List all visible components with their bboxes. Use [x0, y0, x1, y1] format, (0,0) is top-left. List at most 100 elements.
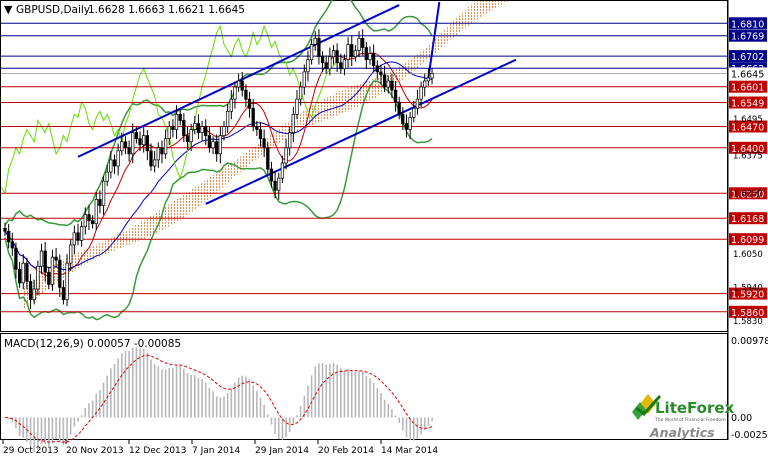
level-label-bg-12	[729, 287, 767, 300]
candle-body	[236, 80, 241, 88]
candle-body	[72, 232, 76, 246]
logo-mark-icon	[632, 394, 662, 420]
candle-body	[207, 135, 212, 149]
candle-body	[371, 53, 376, 67]
candle-body	[36, 265, 40, 290]
x-tick-0: 29 Oct 2013	[3, 446, 59, 456]
candle-body	[28, 281, 33, 300]
candle-body	[94, 199, 98, 225]
level-label-bg-8	[729, 141, 767, 154]
level-label-bg-9	[729, 187, 767, 200]
candle-body	[375, 65, 379, 73]
candle-body	[408, 117, 412, 130]
level-label-bg-0	[729, 17, 767, 30]
x-tick-3: 7 Jan 2014	[192, 446, 240, 456]
candle-body	[50, 256, 55, 285]
candle-body	[331, 50, 336, 58]
candle-body	[277, 177, 281, 191]
candle-body	[112, 159, 117, 167]
candle-body	[47, 271, 51, 285]
candle-body	[123, 141, 128, 149]
level-label-bg-5	[729, 80, 767, 93]
macd-scale-zero: 0.00	[731, 413, 752, 424]
candle-body	[98, 199, 102, 206]
candle-body	[288, 132, 292, 149]
candle-body	[291, 114, 295, 133]
candle-body	[393, 89, 398, 103]
candle-body	[167, 126, 171, 139]
candle-body	[43, 250, 47, 273]
candle-body	[233, 86, 237, 100]
candle-body	[397, 101, 401, 115]
candle-body	[127, 147, 131, 155]
candle-body	[229, 98, 233, 112]
candle-body	[430, 73, 434, 79]
candle-body	[83, 214, 87, 228]
candle-body	[25, 262, 29, 282]
logo-subtitle: Analytics	[649, 425, 715, 440]
candle-body	[39, 250, 44, 267]
candle-body	[247, 98, 252, 109]
candle-body	[3, 227, 7, 232]
candle-body	[142, 135, 146, 146]
x-tick-4: 29 Jan 2014	[255, 446, 309, 456]
level-label-bg-4	[729, 67, 767, 80]
candle-body	[174, 114, 179, 130]
level-label-bg-10	[729, 212, 767, 225]
kumo-area	[23, 1, 509, 311]
candle-body	[204, 126, 208, 136]
candle-body	[14, 247, 18, 270]
candle-body	[149, 150, 153, 167]
candle-body	[426, 77, 431, 82]
tenkan-line	[4, 52, 433, 278]
candle-body	[298, 86, 303, 100]
candle-body	[295, 98, 299, 115]
channel-lower-line	[205, 58, 517, 205]
candle-body	[222, 126, 226, 136]
candle-body	[404, 123, 409, 130]
level-label-13: 1.5860	[731, 308, 764, 319]
candle-body	[258, 129, 263, 140]
horizontal-levels	[1, 22, 727, 313]
level-label-bg-2	[729, 50, 767, 63]
candle-body	[346, 44, 350, 61]
candle-body	[120, 141, 124, 152]
candle-body	[412, 107, 416, 118]
candle-body	[65, 262, 69, 300]
candle-body	[105, 171, 109, 182]
level-label-1: 1.6769	[731, 32, 764, 43]
candle-body	[419, 86, 423, 100]
candle-body	[134, 132, 139, 140]
candle-body	[58, 259, 62, 288]
y-tick-2: 1.6250	[733, 189, 763, 199]
candle-body	[131, 132, 135, 155]
candle-body	[109, 159, 113, 173]
candle-body	[353, 50, 358, 58]
level-label-8: 1.6400	[731, 144, 764, 155]
level-label-bg-11	[729, 233, 767, 246]
level-label-10: 1.6168	[731, 214, 764, 225]
candlesticks	[3, 29, 434, 310]
candle-body	[320, 56, 325, 64]
level-label-12: 1.5920	[731, 290, 764, 301]
level-label-11: 1.6099	[731, 235, 764, 246]
candle-body	[415, 98, 420, 109]
header-arrow-icon[interactable]: ▼	[4, 3, 13, 16]
candle-body	[269, 168, 274, 182]
y-tick-labels: 1.6495 1.6375 1.6250 1.6050 1.5940 1.5830	[733, 115, 763, 327]
candle-body	[218, 135, 222, 155]
candle-body	[10, 241, 14, 249]
level-label-0: 1.6810	[731, 19, 764, 30]
level-label-2: 1.6702	[731, 52, 764, 63]
candle-body	[61, 287, 66, 300]
candle-body	[160, 147, 164, 155]
candle-body	[193, 123, 197, 130]
logo-brand: LiteForex	[655, 399, 735, 417]
x-tick-1: 20 Nov 2013	[66, 446, 124, 456]
level-label-5: 1.6601	[731, 83, 764, 94]
candle-body	[317, 38, 321, 57]
candle-body	[211, 141, 215, 149]
candle-body	[138, 138, 142, 146]
symbol-label: GBPUSD,Daily	[16, 4, 90, 16]
candle-body	[196, 123, 201, 133]
